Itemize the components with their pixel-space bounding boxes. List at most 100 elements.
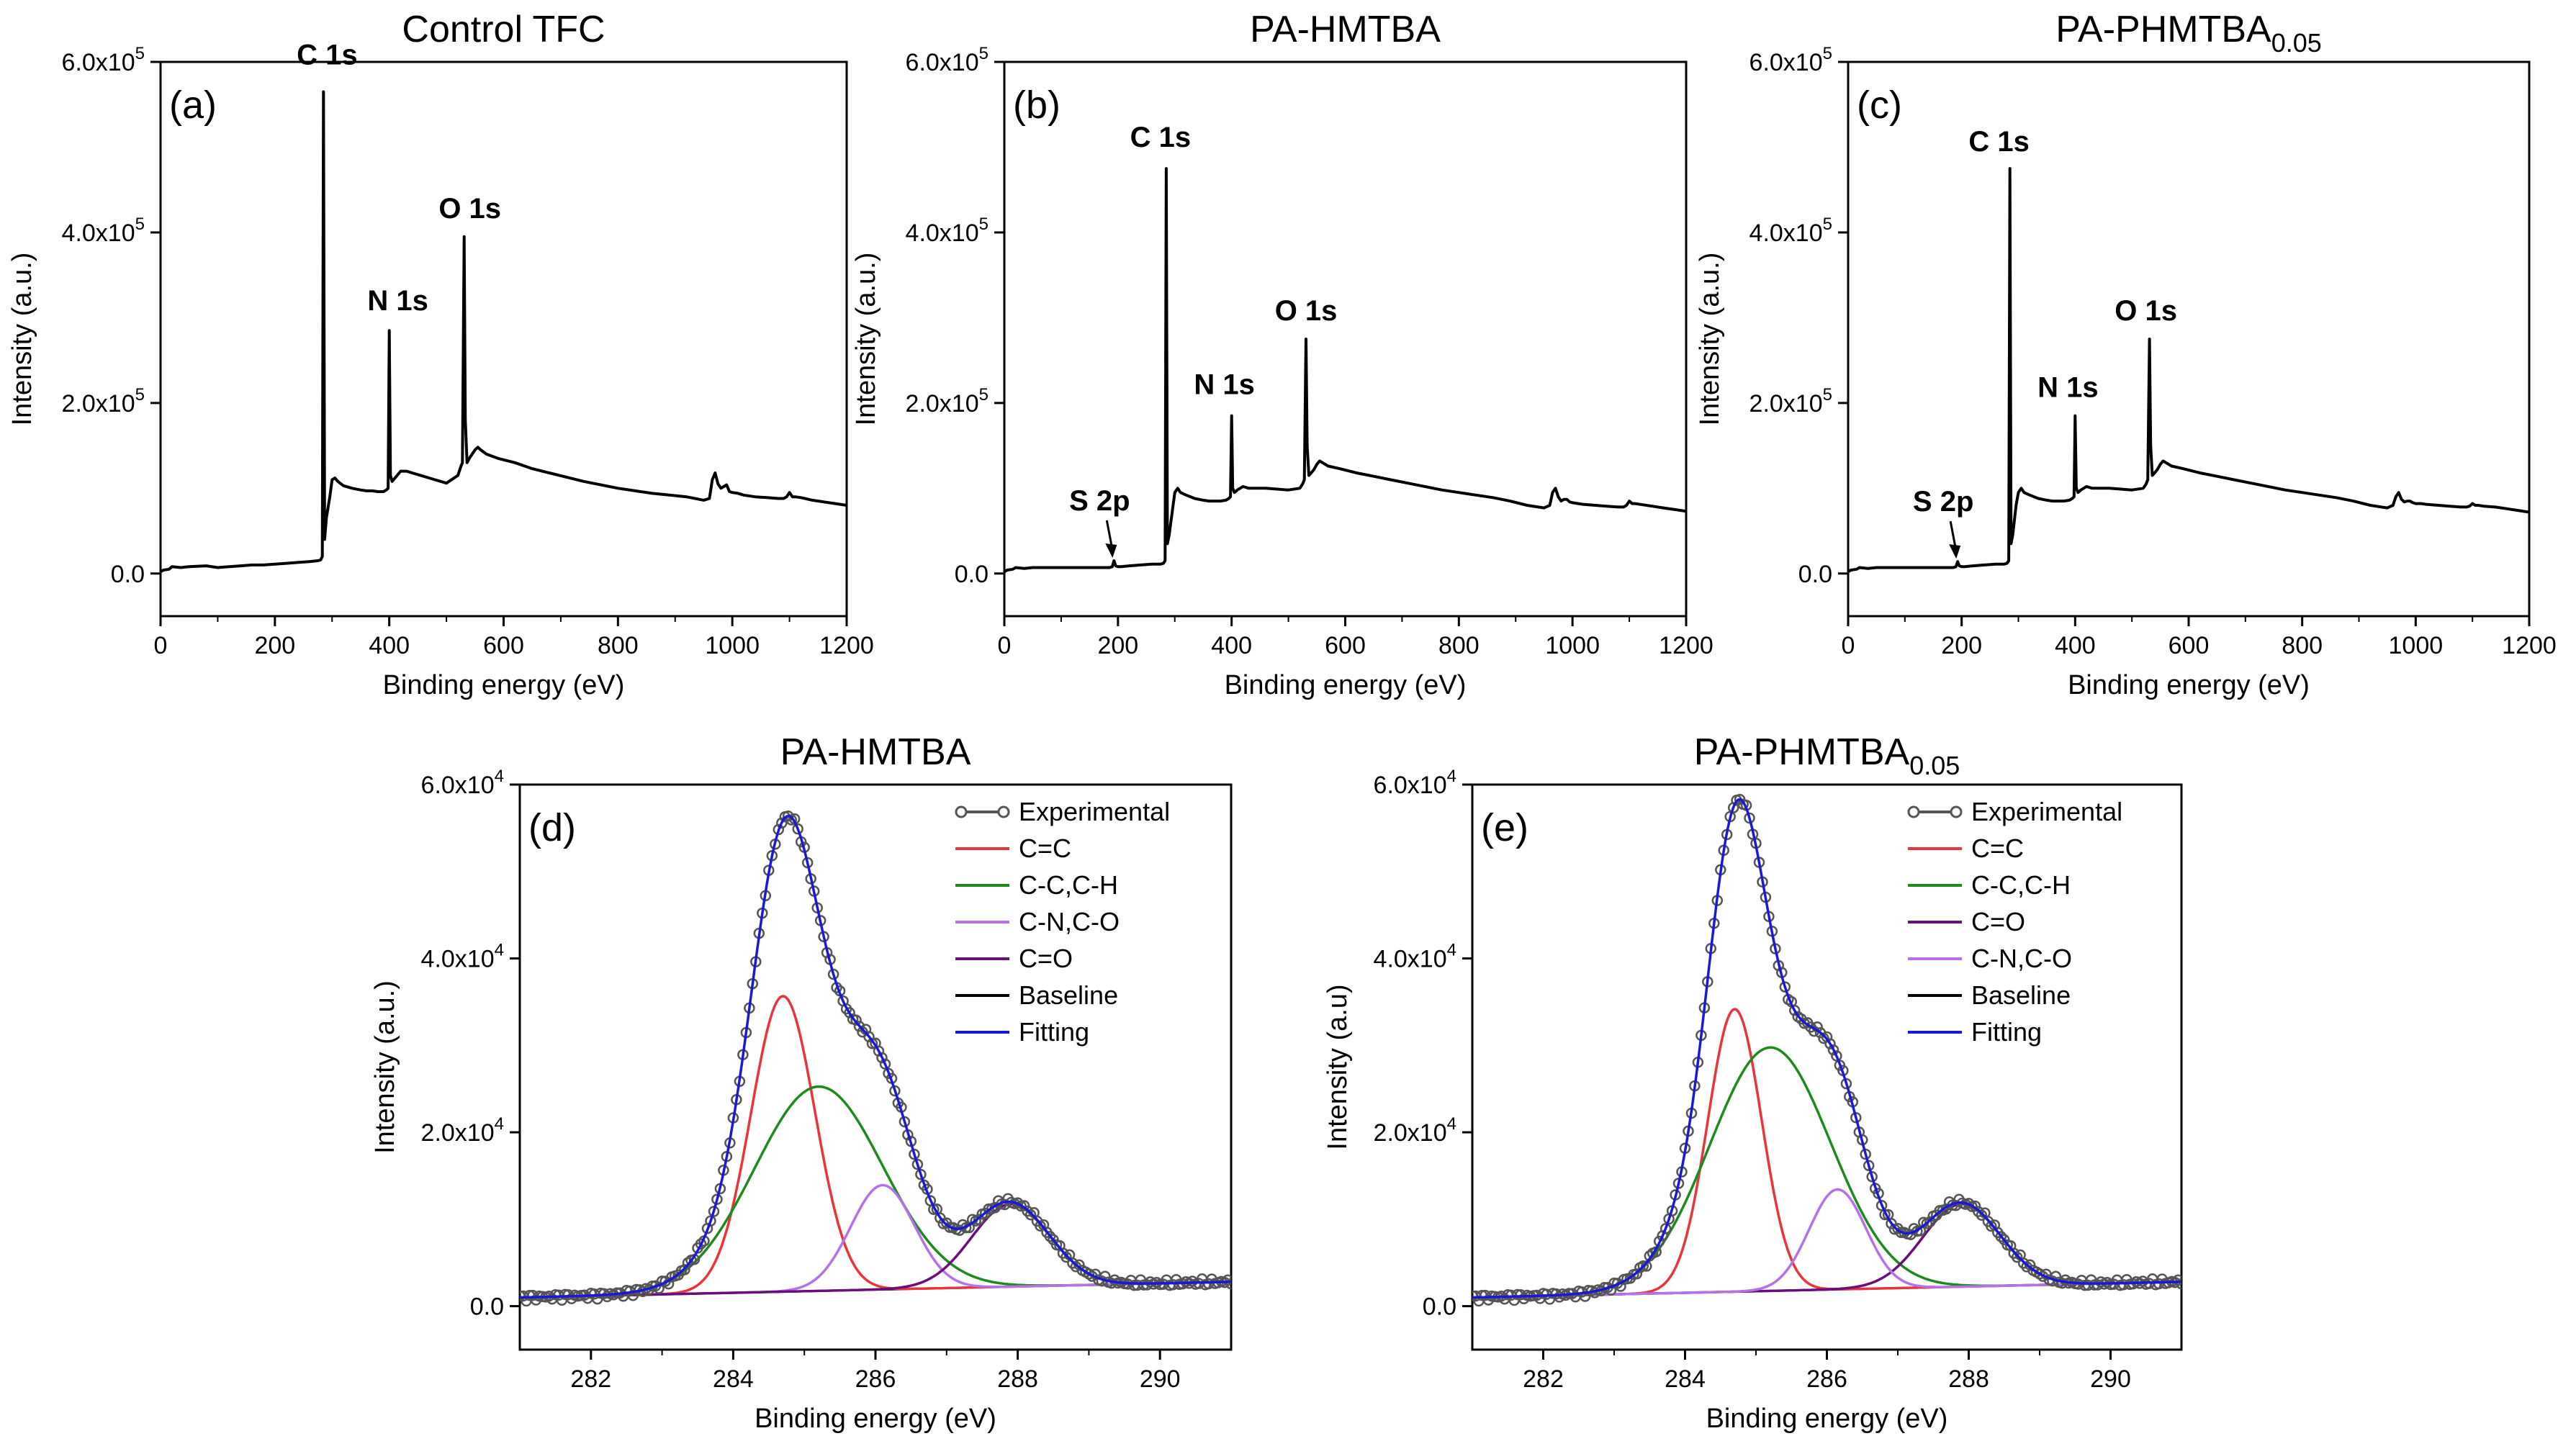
experimental-point: [876, 1052, 888, 1064]
x-tick-label: 1200: [2502, 632, 2557, 659]
experimental-point: [1518, 1293, 1530, 1305]
y-tick-label: 4.0x104: [421, 941, 504, 973]
y-tick-mantissa: 0.0: [1423, 1293, 1456, 1321]
y-tick-mantissa: 4.0x10: [62, 220, 135, 247]
plot-frame: [518, 783, 1233, 1351]
y-tick-label: 4.0x105: [906, 215, 988, 247]
legend-marker: [997, 805, 1010, 818]
y-axis-label: Intensity (a.u.): [851, 253, 881, 426]
x-tick-label: 1000: [705, 632, 760, 659]
y-tick-label: 6.0x105: [62, 44, 145, 76]
y-tick-mantissa: 2.0x10: [1374, 1119, 1447, 1147]
experimental-point: [601, 1291, 613, 1303]
y-tick-label: 0.0: [955, 561, 988, 588]
y-tick-exponent: 4: [1447, 941, 1456, 960]
experimental-point: [1863, 1160, 1875, 1172]
y-tick-exponent: 5: [135, 44, 145, 63]
y-tick-label: 0.0: [111, 561, 145, 588]
y-tick-exponent: 4: [495, 1114, 504, 1134]
panel-label: (a): [169, 83, 217, 127]
panel-title-subscript: 0.05: [1909, 751, 1960, 780]
legend-label: C=C: [1971, 834, 2024, 863]
panel-title-main: PA-HMTBA: [780, 731, 971, 773]
plot-area: [1472, 793, 2181, 1307]
y-tick-label: 6.0x104: [421, 767, 504, 799]
experimental-point: [1831, 1050, 1842, 1062]
experimental-point: [850, 1014, 862, 1026]
x-tick-label: 1000: [1545, 632, 1600, 659]
x-tick-label: 400: [2055, 632, 2096, 659]
y-tick-exponent: 5: [135, 215, 145, 234]
panel-label: (d): [528, 806, 576, 849]
experimental-point: [1044, 1231, 1056, 1242]
panel-title-main: PA-HMTBA: [1250, 9, 1441, 50]
legend-label: Fitting: [1019, 1017, 1089, 1047]
x-tick-label: 1200: [819, 632, 874, 659]
y-tick-mantissa: 0.0: [111, 561, 145, 588]
peak-annotation: O 1s: [438, 193, 501, 225]
peak-annotation: S 2p: [1913, 486, 1973, 518]
peak-annotation: N 1s: [367, 285, 428, 317]
experimental-point: [973, 1214, 985, 1226]
y-tick-label: 6.0x105: [1749, 44, 1832, 76]
x-tick-label: 400: [1211, 632, 1252, 659]
y-tick-label: 4.0x105: [1749, 215, 1832, 247]
legend-marker: [955, 805, 968, 818]
x-tick-label: 0: [1842, 632, 1855, 659]
x-tick-label: 600: [2169, 632, 2210, 659]
y-tick-mantissa: 6.0x10: [1749, 49, 1823, 76]
y-tick-mantissa: 4.0x10: [1374, 946, 1447, 973]
experimental-point: [1225, 1278, 1231, 1290]
peak-arrowhead: [1105, 543, 1117, 558]
x-tick-label: 200: [1941, 632, 1982, 659]
panel-title-subscript: 0.05: [2271, 28, 2322, 58]
legend-marker: [1907, 805, 1920, 818]
x-tick-label: 600: [1325, 632, 1366, 659]
y-tick-exponent: 5: [1823, 215, 1832, 234]
plot-frame: [1003, 60, 1688, 618]
survey-spectrum-line: [1004, 167, 1686, 574]
panel-label: (b): [1013, 83, 1060, 127]
y-axis-label: Intensity (a.u.): [7, 253, 37, 426]
panel-title-main: PA-PHMTBA: [1694, 731, 1910, 773]
survey-spectrum-line: [1848, 167, 2529, 574]
x-tick-label: 200: [254, 632, 295, 659]
x-tick-label: 286: [1806, 1365, 1847, 1393]
plot-area: [161, 90, 847, 574]
panel-title: PA-PHMTBA0.05: [2055, 9, 2322, 58]
y-tick-label: 2.0x105: [62, 385, 145, 417]
y-tick-mantissa: 4.0x10: [906, 220, 979, 247]
x-tick-label: 600: [483, 632, 524, 659]
peak-annotation: C 1s: [1968, 126, 2030, 158]
x-tick-label: 284: [713, 1365, 754, 1393]
peak-annotation: C 1s: [1130, 122, 1192, 153]
peak-annotation: N 1s: [1194, 369, 1255, 401]
experimental-point: [915, 1168, 927, 1180]
experimental-point: [776, 817, 788, 829]
component-cc_aromatic: [1472, 1008, 2181, 1299]
component-cc_ch: [520, 1085, 1231, 1299]
experimental-point: [899, 1116, 911, 1128]
survey-spectrum-line: [161, 90, 847, 574]
experimental-point: [1824, 1038, 1836, 1049]
x-tick-label: 1200: [1659, 632, 1713, 659]
x-tick-label: 1000: [2389, 632, 2444, 659]
y-tick-label: 2.0x104: [421, 1114, 504, 1147]
legend-label: Fitting: [1971, 1017, 2042, 1047]
y-tick-mantissa: 6.0x10: [421, 772, 495, 799]
experimental-point: [1788, 1005, 1801, 1016]
plot-area: [1004, 167, 1686, 574]
experimental-point: [954, 1224, 965, 1237]
legend-marker: [1950, 805, 1963, 818]
y-tick-exponent: 5: [979, 385, 988, 405]
y-tick-mantissa: 6.0x10: [1374, 772, 1447, 799]
legend-label: C=O: [1019, 944, 1073, 973]
x-tick-label: 284: [1665, 1365, 1706, 1393]
y-tick-exponent: 5: [135, 385, 145, 405]
experimental-point: [844, 1007, 855, 1019]
x-axis-label: Binding energy (eV): [1225, 670, 1467, 700]
x-axis-label: Binding energy (eV): [1706, 1404, 1948, 1434]
panel-label: (c): [1857, 83, 1902, 127]
experimental-point: [1631, 1268, 1643, 1280]
